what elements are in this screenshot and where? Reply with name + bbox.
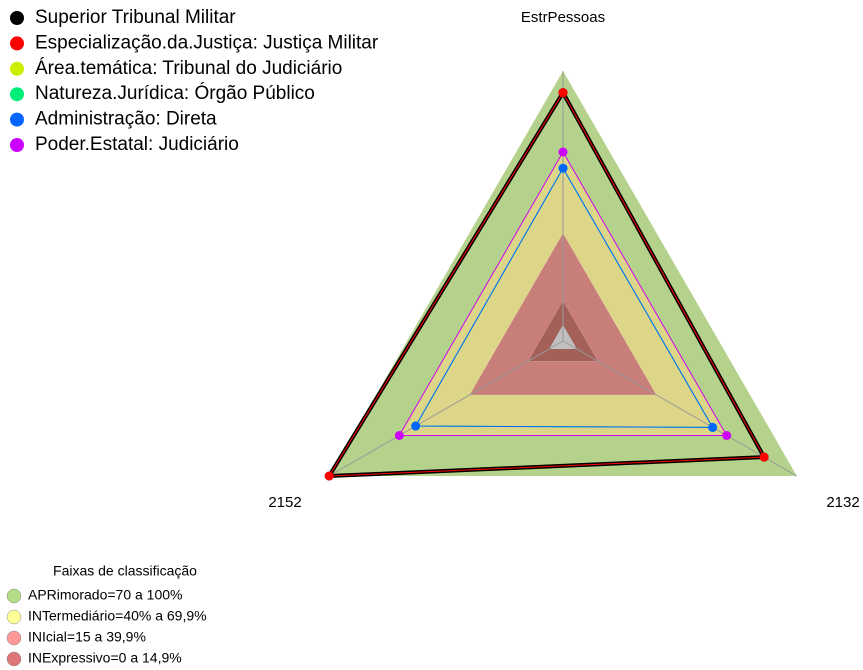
legend-label: Especialização.da.Justiça: Justiça Milit… [35,32,379,53]
series-point [394,431,404,440]
series-point [708,422,718,432]
band-legend-dot [6,630,22,646]
axis-label: 2132 [826,494,859,511]
band-legend-label: INIcial=15 a 39,9% [28,629,146,645]
legend-label: Poder.Estatal: Judiciário [35,134,239,155]
band-legend-dot [6,651,22,667]
legend-dot [10,112,24,127]
series-point [722,431,732,440]
axis-line [562,340,798,477]
series-line [414,167,714,428]
series-line [328,91,765,477]
band [399,152,727,436]
legend-dot [10,61,24,76]
series-point [411,421,421,431]
axis-line [328,340,564,477]
band-shade [469,233,657,395]
band-legend-dot [6,588,22,604]
band-legend-label: APRimorado=70 a 100% [28,587,183,603]
legend-label: Superior Tribunal Militar [35,7,236,28]
axis-label: 2152 [268,494,301,511]
bands-title: Faixas de classificação [53,563,197,579]
series-point [558,147,568,157]
legend-dot [10,11,24,25]
legend-label: Natureza.Jurídica: Órgão Público [35,82,315,104]
band-shade [399,152,727,436]
series-line [398,150,728,436]
band-legend-dot [6,609,22,625]
series-point [558,88,568,98]
legend-dot [10,138,24,152]
series-point [759,452,769,462]
legend-label: Área.temática: Tribunal do Judiciário [35,58,342,79]
axis-label: EstrPessoas [521,9,605,26]
legend-dot [10,36,24,51]
series-point [558,163,568,173]
legend-label: Administração: Direta [35,109,217,130]
legend-dot [10,87,24,102]
series-point [324,471,334,481]
band [469,233,657,395]
band-legend-label: INTermediário=40% a 69,9% [28,608,207,624]
band-legend-label: INExpressivo=0 a 14,9% [28,650,182,666]
